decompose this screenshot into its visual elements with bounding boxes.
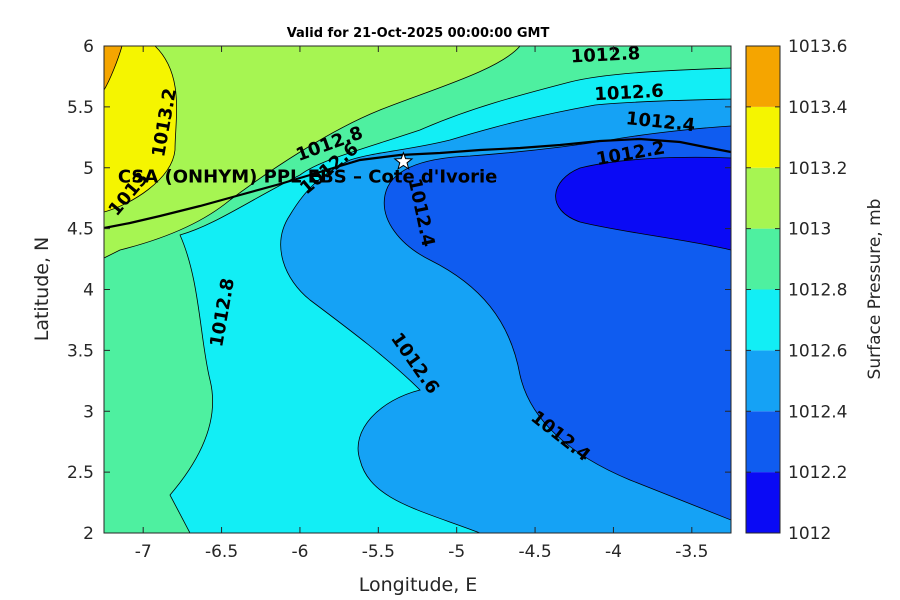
y-tick-label: 5.5 <box>67 98 94 118</box>
colorbar-tick-label: 1013.4 <box>788 98 847 118</box>
colorbar-swatch <box>746 289 780 351</box>
colorbar-swatch <box>746 106 780 168</box>
x-tick-label: -4.5 <box>518 542 551 562</box>
y-axis: 2 2.5 3 3.5 4 4.5 5 5.5 6 <box>67 37 731 544</box>
band-1013-2 <box>104 46 177 213</box>
x-axis: -7 -6.5 -6 -5.5 -5 -4.5 -4 -3.5 <box>135 46 708 562</box>
y-tick-label: 3 <box>83 402 94 422</box>
colorbar-tick-label: 1012.2 <box>788 463 847 483</box>
colorbar-swatch <box>746 472 780 533</box>
colorbar-label: Surface Pressure, mb <box>865 199 885 380</box>
y-tick-label: 5 <box>83 159 94 179</box>
colorbar-tick-label: 1013 <box>788 220 831 240</box>
y-tick-label: 4.5 <box>67 220 94 240</box>
x-axis-label: Longitude, E <box>359 574 478 596</box>
chart-title: Valid for 21-Oct-2025 00:00:00 GMT <box>287 26 550 41</box>
colorbar-swatch <box>746 350 780 412</box>
colorbar-swatch <box>746 46 780 107</box>
y-tick-label: 2.5 <box>67 463 94 483</box>
site-layer: CSA (ONHYM) PPL EBS – Cote d'Ivorie <box>118 151 498 187</box>
x-tick-label: -3.5 <box>675 542 708 562</box>
x-tick-label: -6.5 <box>205 542 238 562</box>
colorbar-swatch <box>746 411 780 473</box>
colorbar-swatch <box>746 167 780 229</box>
y-tick-label: 3.5 <box>67 341 94 361</box>
contour-label: 1012.6 <box>594 81 664 106</box>
band-1013 <box>104 46 521 259</box>
y-tick-label: 6 <box>83 37 94 57</box>
colorbar-tick-label: 1013.6 <box>788 37 847 57</box>
colorbar: 1012 1012.2 1012.4 1012.6 1012.8 1013 1013.2 10… <box>745 37 847 544</box>
x-tick-label: -5 <box>448 542 465 562</box>
x-tick-label: -6 <box>291 542 308 562</box>
colorbar-tick-label: 1012.8 <box>788 281 847 301</box>
x-tick-label: -5.5 <box>362 542 395 562</box>
band-1012 <box>555 156 731 251</box>
colorbar-tick-label: 1012.4 <box>788 402 847 422</box>
y-tick-label: 2 <box>83 524 94 544</box>
site-star-icon <box>393 151 414 171</box>
site-label: CSA (ONHYM) PPL EBS – Cote d'Ivorie <box>118 166 498 187</box>
colorbar-tick-label: 1013.2 <box>788 159 847 179</box>
x-tick-label: -7 <box>135 542 152 562</box>
y-tick-label: 4 <box>83 281 94 301</box>
coastline <box>104 137 731 230</box>
contour-plot-area: 1012.81012.61012.41012.21013.210131012.8… <box>104 43 731 533</box>
y-axis-label: Latitude, N <box>31 237 53 342</box>
colorbar-swatch <box>746 228 780 290</box>
x-tick-label: -4 <box>605 542 622 562</box>
colorbar-tick-label: 1012 <box>788 524 831 544</box>
colorbar-tick-label: 1012.6 <box>788 341 847 361</box>
contour-label: 1012.8 <box>570 43 640 68</box>
